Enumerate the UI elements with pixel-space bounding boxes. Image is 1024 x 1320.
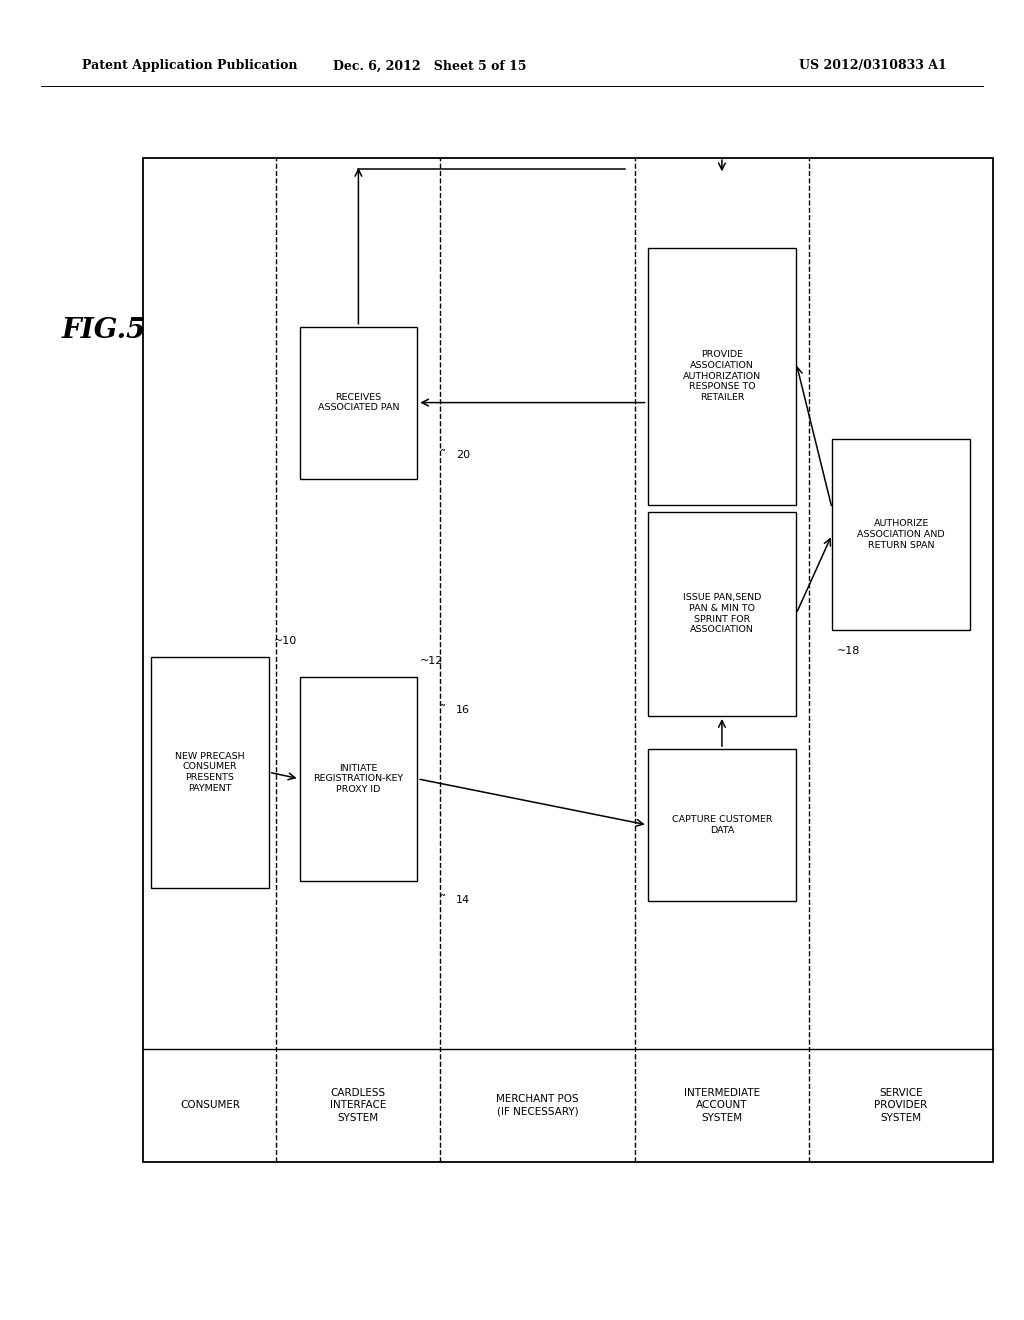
Text: INITIATE
REGISTRATION-KEY
PROXY ID: INITIATE REGISTRATION-KEY PROXY ID bbox=[313, 763, 403, 795]
Text: MERCHANT POS
(IF NECESSARY): MERCHANT POS (IF NECESSARY) bbox=[497, 1094, 579, 1117]
Text: Patent Application Publication: Patent Application Publication bbox=[82, 59, 297, 73]
Bar bbox=[299, 327, 418, 479]
Text: US 2012/0310833 A1: US 2012/0310833 A1 bbox=[799, 59, 946, 73]
Bar bbox=[648, 750, 797, 900]
Text: AUTHORIZE
ASSOCIATION AND
RETURN SPAN: AUTHORIZE ASSOCIATION AND RETURN SPAN bbox=[857, 519, 945, 550]
Text: ISSUE PAN,SEND
PAN & MIN TO
SPRINT FOR
ASSOCIATION: ISSUE PAN,SEND PAN & MIN TO SPRINT FOR A… bbox=[683, 593, 761, 635]
Text: SERVICE
PROVIDER
SYSTEM: SERVICE PROVIDER SYSTEM bbox=[874, 1088, 928, 1123]
Text: INTERMEDIATE
ACCOUNT
SYSTEM: INTERMEDIATE ACCOUNT SYSTEM bbox=[684, 1088, 760, 1123]
Text: CONSUMER: CONSUMER bbox=[180, 1101, 240, 1110]
Bar bbox=[648, 248, 797, 506]
Text: ˜: ˜ bbox=[440, 704, 446, 717]
Text: NEW PRECASH
CONSUMER
PRESENTS
PAYMENT: NEW PRECASH CONSUMER PRESENTS PAYMENT bbox=[175, 751, 245, 793]
Bar bbox=[831, 438, 971, 631]
Bar bbox=[143, 158, 993, 1162]
Text: ˜: ˜ bbox=[440, 449, 446, 462]
Text: CAPTURE CUSTOMER
DATA: CAPTURE CUSTOMER DATA bbox=[672, 816, 772, 834]
Text: 16: 16 bbox=[456, 705, 470, 715]
Bar bbox=[152, 657, 268, 887]
Text: Dec. 6, 2012   Sheet 5 of 15: Dec. 6, 2012 Sheet 5 of 15 bbox=[334, 59, 526, 73]
Text: 20: 20 bbox=[456, 450, 470, 461]
Text: ˜: ˜ bbox=[440, 894, 446, 907]
Text: CARDLESS
INTERFACE
SYSTEM: CARDLESS INTERFACE SYSTEM bbox=[330, 1088, 387, 1123]
Text: ~10: ~10 bbox=[274, 636, 297, 647]
Bar bbox=[648, 511, 797, 715]
Text: PROVIDE
ASSOCIATION
AUTHORIZATION
RESPONSE TO
RETAILER: PROVIDE ASSOCIATION AUTHORIZATION RESPON… bbox=[683, 350, 761, 403]
Text: RECEIVES
ASSOCIATED PAN: RECEIVES ASSOCIATED PAN bbox=[317, 393, 399, 412]
Text: 14: 14 bbox=[456, 895, 470, 906]
Bar bbox=[299, 676, 418, 882]
Text: FIG.5: FIG.5 bbox=[61, 317, 145, 343]
Text: ~18: ~18 bbox=[838, 647, 860, 656]
Text: ~12: ~12 bbox=[420, 656, 443, 667]
